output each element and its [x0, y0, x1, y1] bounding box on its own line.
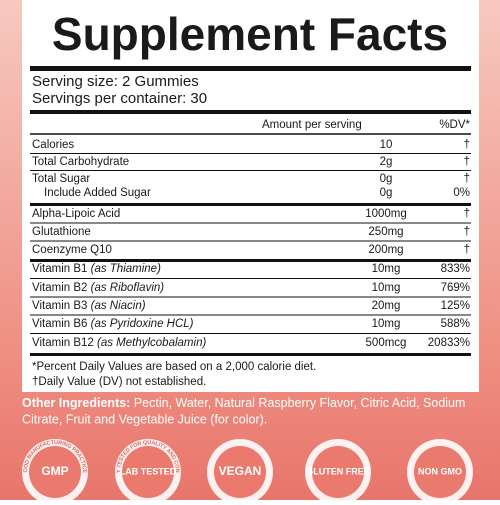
row-amount: 500mcg [366, 337, 407, 349]
row-name: Vitamin B6 (as Pyridoxine HCL) [32, 318, 194, 330]
badge-label: LAB TESTED [120, 466, 177, 476]
column-header: Amount per serving [262, 119, 362, 131]
row-name: Vitamin B2 (as Riboflavin) [32, 282, 164, 294]
badge-inner [414, 446, 466, 498]
row-name: Total Sugar [32, 173, 90, 185]
nutrient-name: Vitamin B3 [32, 300, 87, 312]
facts-rows: Calories 10 † Total Carbohydrate 2g † Total Su… [30, 139, 471, 349]
row-name: Include Added Sugar [44, 187, 151, 199]
badge-inner [214, 446, 266, 498]
row-dv: 588% [441, 318, 470, 330]
divider [30, 278, 471, 279]
row-amount: 0g [380, 173, 393, 185]
divider [30, 314, 471, 316]
row-dv: 125% [441, 300, 470, 312]
nutrient-source: (as Niacin) [91, 300, 146, 312]
row-dv: † [464, 173, 470, 185]
other-ingredients-text: Citrate, Fruit and Vegetable Juice (for … [22, 412, 267, 426]
badge-inner [122, 446, 174, 498]
row-dv: † [464, 244, 470, 256]
divider [30, 296, 471, 298]
row-amount: 0g [380, 187, 393, 199]
nutrient-name: Total Sugar [32, 173, 90, 185]
servings-per-container: Servings per container: 30 [32, 90, 207, 107]
divider [30, 259, 471, 262]
row-dv: 769% [441, 282, 470, 294]
row-amount: 2g [380, 156, 393, 168]
badge-label: GLUTEN FREE [306, 466, 370, 476]
row-name: Calories [32, 139, 74, 151]
divider [30, 353, 471, 356]
divider [30, 203, 471, 206]
other-ingredients-text: Pectin, Water, Natural Raspberry Flavor,… [134, 396, 466, 410]
nutrient-name: Vitamin B2 [32, 282, 87, 294]
row-amount: 10mg [372, 263, 401, 275]
serving-size: Serving size: 2 Gummies [32, 73, 199, 90]
row-amount: 250mg [368, 226, 403, 238]
row-amount: 1000mg [365, 208, 407, 220]
nutrient-name: Vitamin B1 [32, 263, 87, 275]
row-dv: 20833% [428, 337, 470, 349]
nutrient-name: Coenzyme Q10 [32, 244, 112, 256]
facts-panel [22, 0, 479, 392]
badge-label: NON GMO [418, 466, 462, 476]
badge-inner [29, 446, 81, 498]
row-amount: 10mg [372, 318, 401, 330]
divider [30, 240, 471, 242]
badge-inner [312, 446, 364, 498]
divider [30, 153, 471, 154]
divider [30, 333, 471, 334]
row-dv: † [464, 156, 470, 168]
other-ingredients-label: Other Ingredients: [22, 396, 130, 410]
other-ingredients: Other Ingredients: Pectin, Water, Natura… [22, 396, 465, 410]
column-header: %DV* [439, 119, 470, 131]
nutrient-source: (as Thiamine) [91, 263, 161, 275]
footnote: †Daily Value (DV) not established. [32, 376, 206, 388]
row-name: Vitamin B3 (as Niacin) [32, 300, 146, 312]
row-dv: † [464, 226, 470, 238]
nutrient-source: (as Pyridoxine HCL) [91, 318, 194, 330]
row-dv: † [464, 139, 470, 151]
nutrient-source: (as Methylcobalamin) [97, 337, 206, 349]
nutrient-name: Alpha-Lipoic Acid [32, 208, 120, 220]
divider [30, 222, 471, 224]
badge-label: GMP [41, 464, 68, 478]
nutrient-name: Total Carbohydrate [32, 156, 129, 168]
row-name: Vitamin B1 (as Thiamine) [32, 263, 161, 275]
row-dv: 833% [441, 263, 470, 275]
footnote: *Percent Daily Values are based on a 2,0… [32, 361, 316, 373]
row-name: Coenzyme Q10 [32, 244, 112, 256]
nutrient-name: Include Added Sugar [44, 187, 151, 199]
row-name: Glutathione [32, 226, 91, 238]
nutrient-source: (as Riboflavin) [91, 282, 165, 294]
nutrient-name: Calories [32, 139, 74, 151]
row-amount: 200mg [368, 244, 403, 256]
row-name: Total Carbohydrate [32, 156, 129, 168]
nutrient-name: Glutathione [32, 226, 91, 238]
row-amount: 10mg [372, 282, 401, 294]
row-amount: 10 [380, 139, 393, 151]
row-name: Vitamin B12 (as Methylcobalamin) [32, 337, 206, 349]
row-name: Alpha-Lipoic Acid [32, 208, 120, 220]
divider [30, 110, 471, 114]
row-amount: 20mg [372, 300, 401, 312]
nutrient-name: Vitamin B6 [32, 318, 87, 330]
title: Supplement Facts [52, 8, 448, 60]
nutrient-name: Vitamin B12 [32, 337, 94, 349]
row-dv: † [464, 208, 470, 220]
badge-label: VEGAN [219, 464, 262, 478]
divider [30, 170, 471, 171]
row-dv: 0% [453, 187, 470, 199]
divider [30, 66, 471, 71]
